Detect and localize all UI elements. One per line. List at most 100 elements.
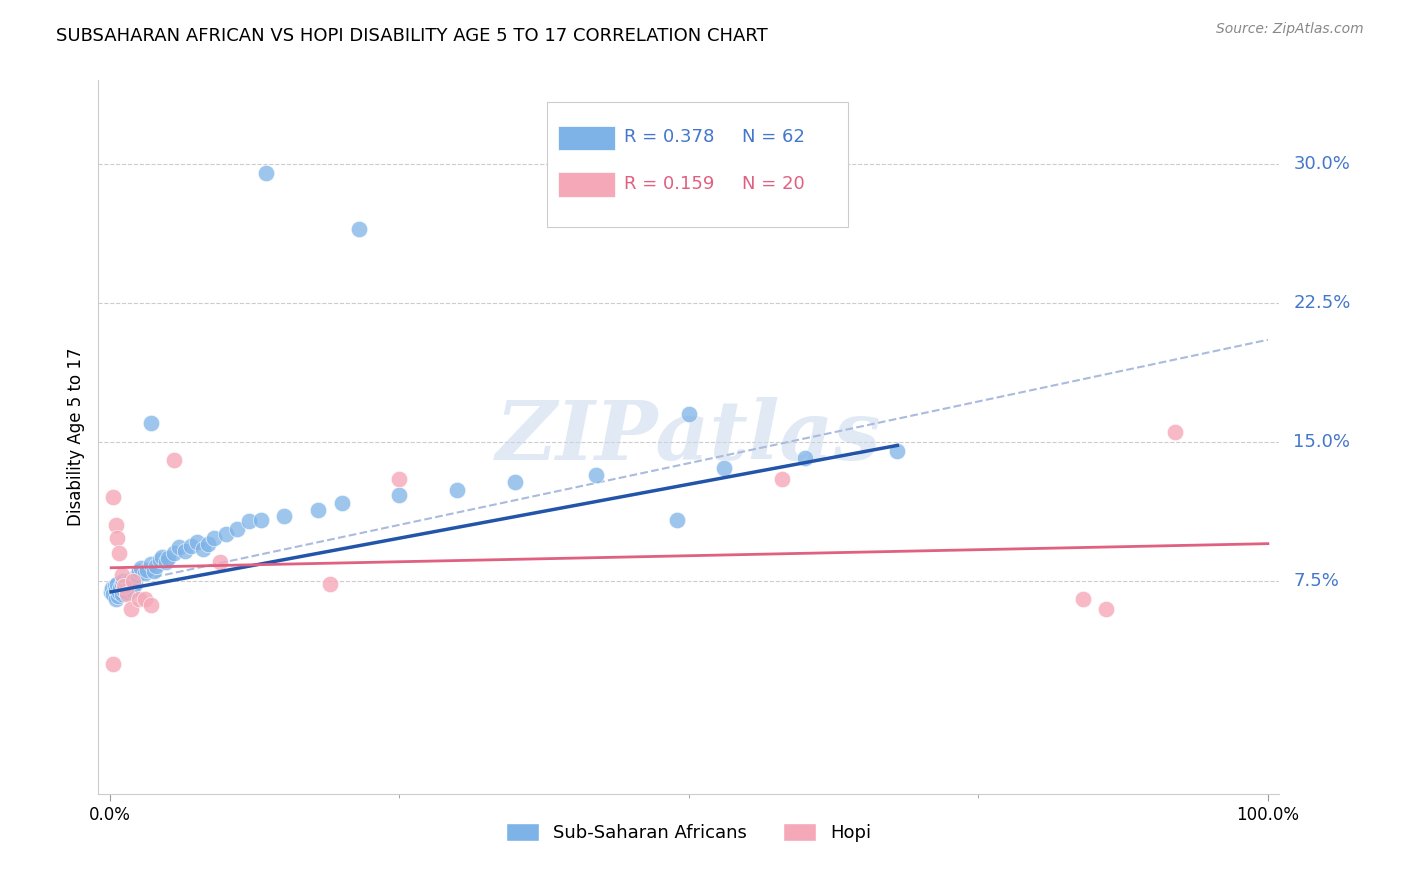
Point bbox=[104, 592, 127, 607]
Point bbox=[101, 581, 124, 595]
FancyBboxPatch shape bbox=[558, 126, 614, 150]
Legend: Sub-Saharan Africans, Hopi: Sub-Saharan Africans, Hopi bbox=[499, 815, 879, 849]
Point bbox=[139, 557, 162, 571]
Point bbox=[103, 587, 125, 601]
Text: ZIPatlas: ZIPatlas bbox=[496, 397, 882, 477]
Point bbox=[120, 579, 142, 593]
Point bbox=[129, 560, 152, 574]
Point bbox=[319, 577, 342, 591]
Y-axis label: Disability Age 5 to 17: Disability Age 5 to 17 bbox=[66, 348, 84, 526]
Point bbox=[105, 577, 128, 591]
Point bbox=[156, 551, 179, 566]
Point bbox=[226, 522, 249, 536]
Point bbox=[155, 555, 177, 569]
Point bbox=[186, 534, 208, 549]
Text: 22.5%: 22.5% bbox=[1294, 293, 1351, 311]
Point bbox=[117, 585, 139, 599]
Text: R = 0.159: R = 0.159 bbox=[624, 175, 714, 193]
Point bbox=[125, 568, 148, 582]
Text: Source: ZipAtlas.com: Source: ZipAtlas.com bbox=[1216, 22, 1364, 37]
Point bbox=[208, 555, 231, 569]
Text: R = 0.378: R = 0.378 bbox=[624, 128, 714, 146]
Point bbox=[112, 579, 135, 593]
Point bbox=[108, 546, 131, 560]
Point bbox=[503, 475, 526, 490]
Text: SUBSAHARAN AFRICAN VS HOPI DISABILITY AGE 5 TO 17 CORRELATION CHART: SUBSAHARAN AFRICAN VS HOPI DISABILITY AG… bbox=[56, 27, 768, 45]
Point bbox=[134, 592, 156, 607]
Point bbox=[388, 488, 411, 502]
Point bbox=[117, 581, 139, 595]
Point bbox=[134, 566, 156, 581]
Point bbox=[122, 574, 145, 588]
Point bbox=[117, 577, 139, 591]
Point bbox=[307, 503, 329, 517]
Text: N = 62: N = 62 bbox=[742, 128, 806, 146]
Text: 15.0%: 15.0% bbox=[1294, 433, 1350, 450]
Point bbox=[115, 575, 138, 590]
Point bbox=[249, 512, 271, 526]
Point bbox=[121, 582, 143, 597]
Point bbox=[110, 587, 132, 601]
Point bbox=[254, 166, 277, 180]
Point bbox=[107, 589, 129, 603]
Point bbox=[202, 531, 225, 545]
Point bbox=[105, 531, 128, 545]
Point bbox=[770, 472, 793, 486]
Point bbox=[145, 558, 167, 573]
Point bbox=[108, 585, 131, 599]
Point bbox=[139, 598, 162, 612]
Point bbox=[446, 483, 468, 497]
Point bbox=[124, 577, 146, 591]
Point bbox=[1094, 601, 1116, 615]
Point bbox=[112, 582, 135, 597]
Point bbox=[139, 416, 162, 430]
Point bbox=[163, 453, 186, 467]
Point bbox=[150, 549, 173, 564]
Point bbox=[388, 472, 411, 486]
Point bbox=[110, 568, 132, 582]
Point bbox=[122, 575, 145, 590]
FancyBboxPatch shape bbox=[558, 172, 614, 196]
Point bbox=[103, 491, 125, 505]
Point bbox=[104, 582, 127, 597]
Point bbox=[238, 515, 260, 529]
Point bbox=[143, 565, 166, 579]
Text: 30.0%: 30.0% bbox=[1294, 154, 1350, 173]
Point bbox=[678, 407, 700, 421]
FancyBboxPatch shape bbox=[547, 102, 848, 227]
Point bbox=[1164, 425, 1187, 440]
Point bbox=[114, 579, 136, 593]
Point bbox=[666, 512, 689, 526]
Point bbox=[149, 553, 172, 567]
Point bbox=[110, 581, 132, 595]
Point bbox=[197, 536, 219, 550]
Point bbox=[330, 496, 353, 510]
Point bbox=[1071, 592, 1094, 607]
Point bbox=[100, 585, 122, 599]
Point bbox=[120, 601, 142, 615]
Point bbox=[793, 451, 815, 466]
Point bbox=[180, 539, 202, 553]
Point bbox=[163, 546, 186, 560]
Point bbox=[104, 579, 127, 593]
Point bbox=[347, 221, 370, 235]
Point bbox=[111, 574, 134, 588]
Point bbox=[191, 542, 214, 557]
Point bbox=[585, 468, 607, 483]
Text: N = 20: N = 20 bbox=[742, 175, 804, 193]
Point bbox=[118, 574, 141, 588]
Point bbox=[103, 657, 125, 672]
Point bbox=[136, 563, 159, 577]
Point bbox=[886, 444, 908, 458]
Point bbox=[273, 508, 295, 523]
Point bbox=[110, 577, 132, 591]
Point bbox=[174, 544, 197, 558]
Point bbox=[117, 587, 139, 601]
Text: 7.5%: 7.5% bbox=[1294, 572, 1340, 590]
Point bbox=[169, 541, 191, 555]
Point bbox=[104, 518, 127, 533]
Point bbox=[128, 592, 150, 607]
Point bbox=[124, 572, 146, 586]
Point bbox=[713, 460, 735, 475]
Point bbox=[215, 527, 238, 541]
